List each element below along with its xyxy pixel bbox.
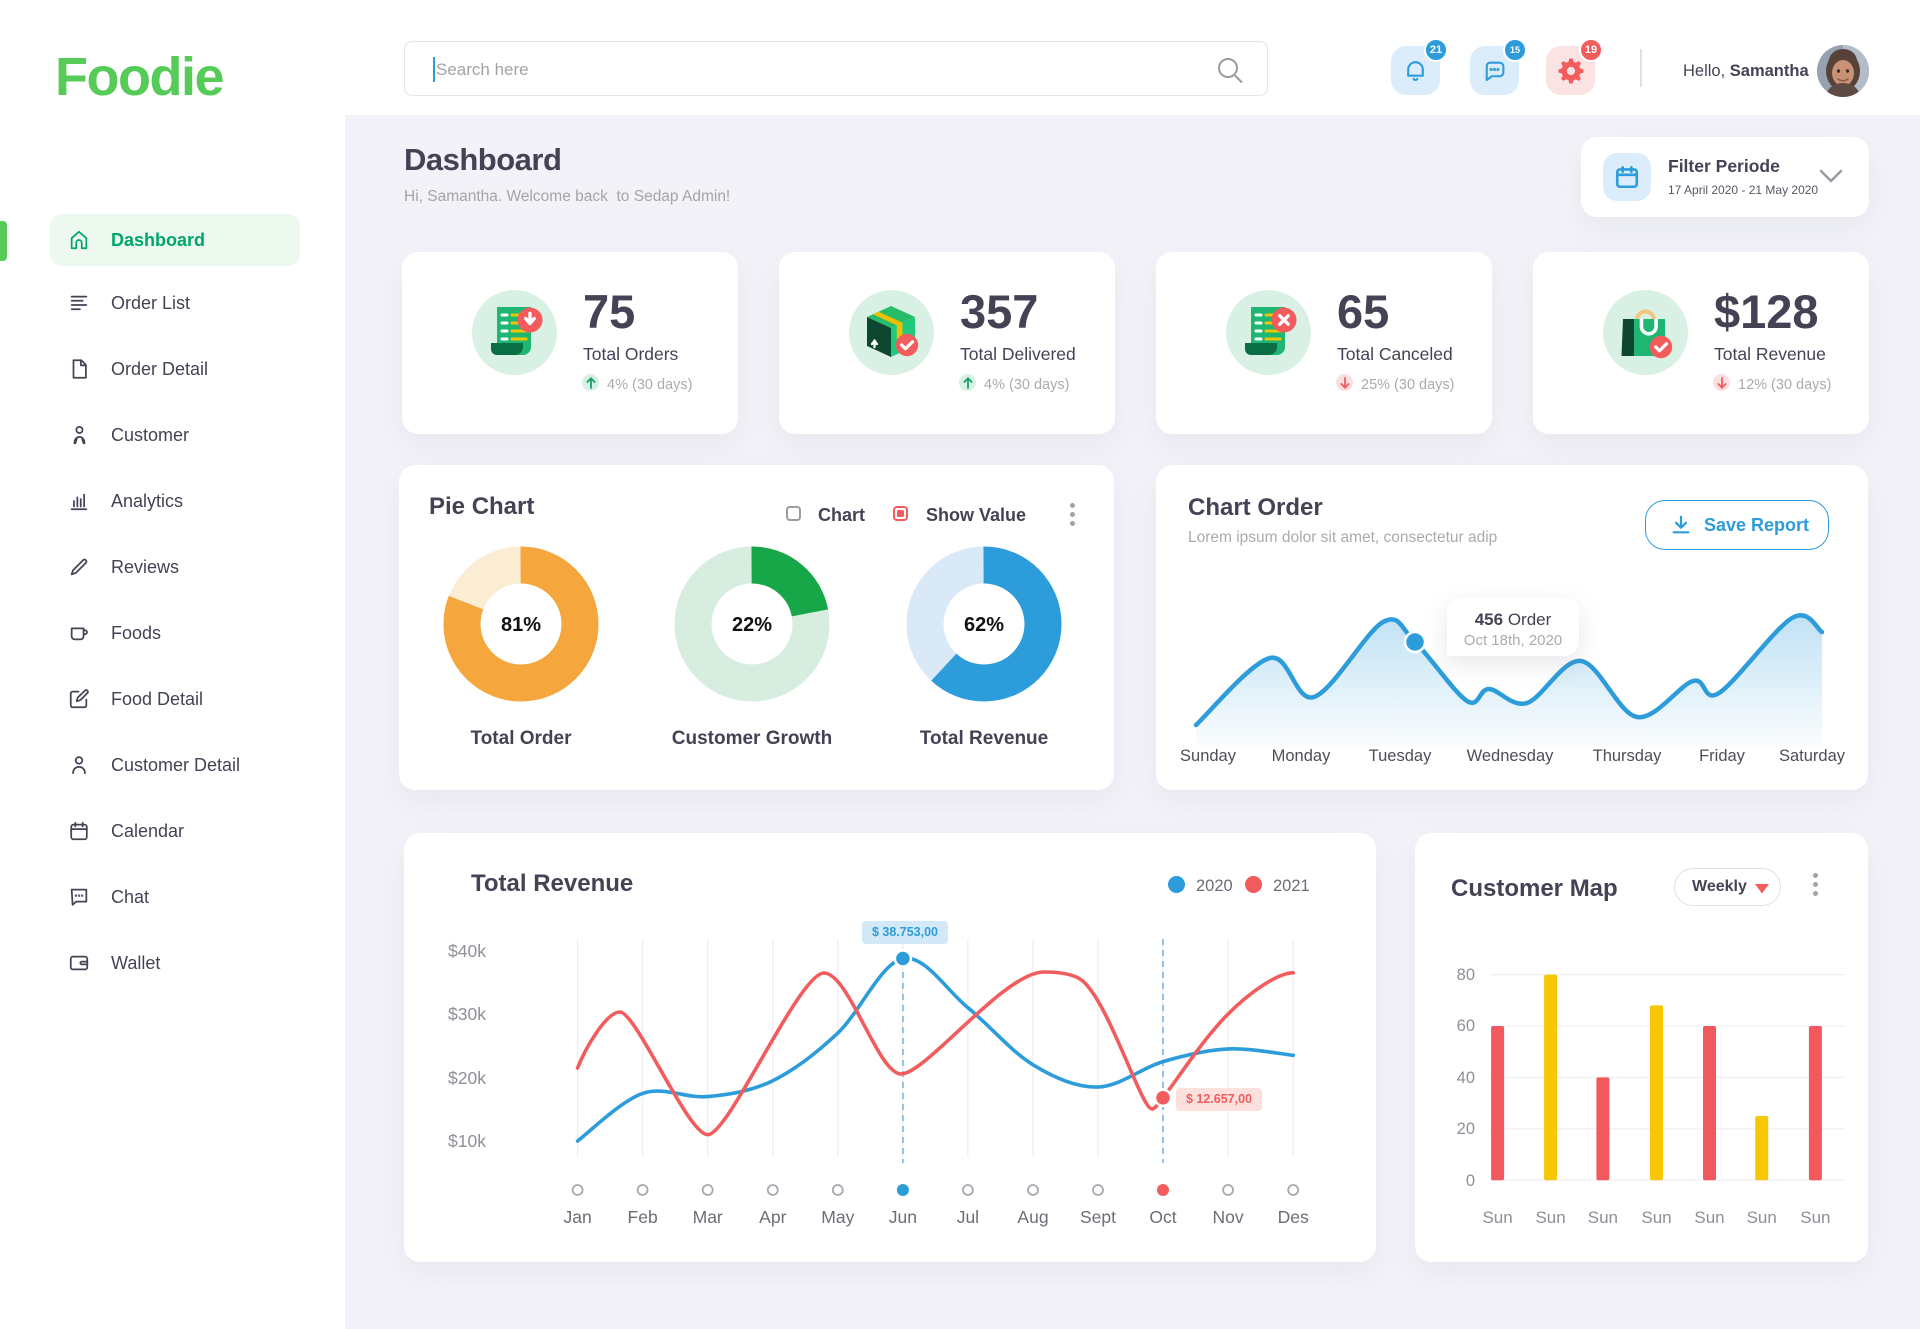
svg-text:Sun: Sun <box>1588 1208 1618 1227</box>
svg-text:$30k: $30k <box>448 1004 486 1024</box>
svg-text:Apr: Apr <box>759 1207 786 1227</box>
svg-text:Sun: Sun <box>1747 1208 1777 1227</box>
svg-text:Monday: Monday <box>1272 747 1331 765</box>
svg-text:Jan: Jan <box>563 1207 591 1227</box>
svg-text:$20k: $20k <box>448 1068 486 1088</box>
svg-text:Jul: Jul <box>957 1207 979 1227</box>
svg-text:Mar: Mar <box>693 1207 723 1227</box>
svg-text:Aug: Aug <box>1017 1207 1048 1227</box>
svg-text:Saturday: Saturday <box>1779 747 1846 765</box>
svg-text:Sept: Sept <box>1080 1207 1116 1227</box>
svg-text:22%: 22% <box>732 614 772 636</box>
svg-text:May: May <box>821 1207 854 1227</box>
svg-text:Sun: Sun <box>1482 1208 1512 1227</box>
svg-text:81%: 81% <box>501 614 541 636</box>
svg-text:Nov: Nov <box>1213 1207 1244 1227</box>
svg-text:Sunday: Sunday <box>1180 747 1237 765</box>
svg-text:Sun: Sun <box>1535 1208 1565 1227</box>
svg-text:20: 20 <box>1457 1120 1475 1138</box>
svg-text:Des: Des <box>1278 1207 1309 1227</box>
svg-text:Feb: Feb <box>628 1207 658 1227</box>
svg-text:$40k: $40k <box>448 941 486 961</box>
svg-text:Wednesday: Wednesday <box>1467 747 1555 765</box>
svg-text:Thursday: Thursday <box>1593 747 1663 765</box>
svg-text:0: 0 <box>1466 1172 1475 1190</box>
svg-text:80: 80 <box>1457 966 1475 984</box>
svg-text:$10k: $10k <box>448 1131 486 1151</box>
svg-text:Jun: Jun <box>889 1207 917 1227</box>
svg-text:Oct: Oct <box>1149 1207 1176 1227</box>
svg-text:Sun: Sun <box>1641 1208 1671 1227</box>
svg-text:Total Revenue: Total Revenue <box>920 728 1048 749</box>
svg-text:Friday: Friday <box>1699 747 1746 765</box>
svg-text:62%: 62% <box>964 614 1004 636</box>
svg-text:Customer Growth: Customer Growth <box>672 728 832 749</box>
svg-text:Sun: Sun <box>1694 1208 1724 1227</box>
svg-text:40: 40 <box>1457 1069 1475 1087</box>
svg-text:Total Order: Total Order <box>471 728 573 749</box>
svg-text:Tuesday: Tuesday <box>1369 747 1432 765</box>
svg-text:Sun: Sun <box>1800 1208 1830 1227</box>
svg-text:60: 60 <box>1457 1017 1475 1035</box>
